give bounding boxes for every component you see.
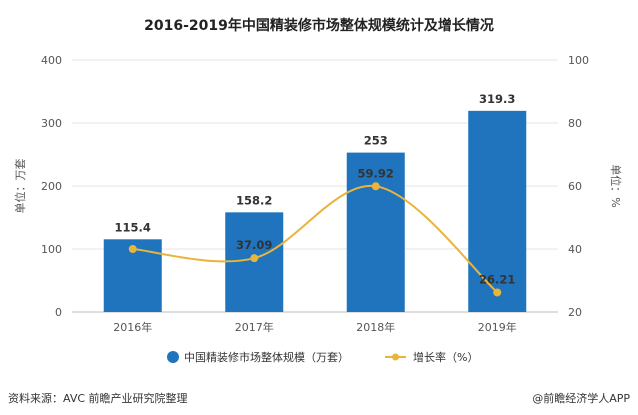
line-value-label: 26.21 — [479, 272, 515, 286]
x-tick-label: 2018年 — [356, 320, 395, 334]
left-axis-ticks: 0 100 200 300 400 — [41, 54, 62, 319]
line-series: 37.09 59.92 26.21 — [128, 166, 515, 297]
x-tick-label: 2017年 — [235, 320, 274, 334]
bar-series: 115.4 158.2 253 319.3 — [103, 92, 527, 312]
source-note: 资料来源：AVC 前瞻产业研究院整理 — [8, 391, 188, 405]
credit: @前瞻经济学人APP — [532, 391, 630, 405]
legend-line-dot — [392, 353, 399, 361]
growth-line — [132, 185, 498, 294]
line-value-label: 59.92 — [358, 166, 394, 180]
line-point — [250, 254, 259, 263]
legend-bar-label: 中国精装修市场整体规模（万套） — [184, 350, 349, 364]
line-point — [371, 182, 380, 191]
left-axis-label: 单位：万套 — [13, 159, 27, 214]
right-axis-ticks: 20 40 60 80 100 — [568, 54, 589, 319]
y2-tick-label: 80 — [568, 117, 582, 130]
bar-value-label: 158.2 — [236, 193, 272, 207]
legend-bar-marker — [167, 351, 179, 363]
legend-line-label: 增长率（%） — [413, 350, 478, 364]
x-tick-label: 2019年 — [478, 320, 517, 334]
bar-value-label: 253 — [364, 134, 388, 148]
bar-value-label: 115.4 — [115, 220, 151, 234]
y-tick-label: 100 — [41, 243, 62, 256]
chart-title: 2016-2019年中国精装修市场整体规模统计及增长情况 — [144, 17, 494, 34]
legend: 中国精装修市场整体规模（万套） 增长率（%） — [167, 350, 478, 364]
bar — [225, 212, 284, 312]
line-point — [128, 245, 137, 253]
y-tick-label: 0 — [55, 306, 62, 319]
y2-tick-label: 20 — [568, 306, 582, 319]
y2-tick-label: 100 — [568, 54, 589, 67]
y-tick-label: 200 — [41, 180, 62, 193]
y2-tick-label: 40 — [568, 243, 582, 256]
y2-tick-label: 60 — [568, 180, 582, 193]
x-tick-label: 2016年 — [113, 320, 152, 334]
y-tick-label: 400 — [41, 54, 62, 67]
right-axis-label: 单位：% — [609, 164, 623, 207]
bar — [468, 110, 527, 312]
line-value-label: 37.09 — [236, 238, 272, 252]
line-point — [493, 288, 502, 297]
x-axis-ticks: 2016年 2017年 2018年 2019年 — [113, 320, 517, 334]
bar-value-label: 319.3 — [479, 92, 515, 106]
y-tick-label: 300 — [41, 117, 62, 130]
bar — [346, 152, 405, 312]
